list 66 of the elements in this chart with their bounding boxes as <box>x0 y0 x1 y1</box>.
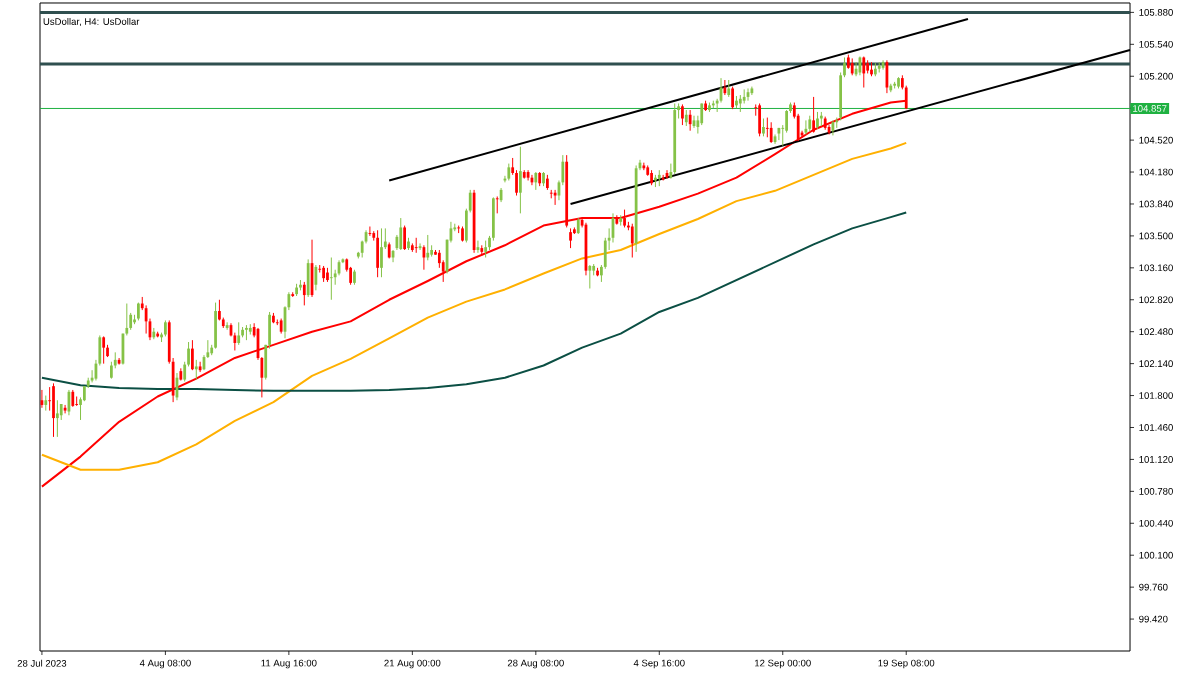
candlestick <box>125 303 129 336</box>
x-tick-label: 12 Sep 00:00 <box>755 659 811 669</box>
candlestick <box>630 223 634 258</box>
candlestick <box>843 56 846 78</box>
y-tick-label: 104.520 <box>1139 136 1173 144</box>
candlestick <box>862 56 866 89</box>
candlestick <box>723 79 727 96</box>
candlestick <box>688 109 692 132</box>
y-tick-label: 100.780 <box>1139 487 1173 495</box>
candlestick <box>681 103 684 126</box>
candlestick <box>468 189 472 213</box>
candlestick <box>426 234 430 261</box>
candlestick <box>765 117 769 138</box>
y-tick-label: 101.800 <box>1139 392 1173 399</box>
candlestick <box>661 174 665 181</box>
candlestick <box>414 237 418 254</box>
y-tick-label: 103.840 <box>1139 200 1173 208</box>
candlestick <box>194 359 198 381</box>
y-tick-label: 103.500 <box>1139 232 1173 240</box>
y-tick-label: 104.180 <box>1139 168 1173 176</box>
candlestick <box>769 121 773 144</box>
ref-line-label: 104.857 <box>1133 105 1167 112</box>
candlestick <box>237 321 241 346</box>
candlestick <box>731 86 734 110</box>
x-tick-label: 28 Jul 2023 <box>17 659 67 667</box>
y-tick-label: 102.140 <box>1139 360 1173 367</box>
candlestick <box>380 227 383 278</box>
candlestick <box>329 257 333 301</box>
y-tick-label: 105.880 <box>1139 9 1173 16</box>
x-tick-label: 4 Sep 16:00 <box>633 659 685 669</box>
candlestick <box>399 217 403 251</box>
candlestick <box>183 361 187 382</box>
candlestick <box>225 321 229 331</box>
y-tick-label: 100.440 <box>1139 519 1173 527</box>
x-tick-label: 21 Aug 00:00 <box>384 659 441 669</box>
y-tick-label: 99.760 <box>1139 583 1168 591</box>
candlestick <box>515 169 518 197</box>
candlestick <box>569 227 572 249</box>
candlestick <box>302 281 306 306</box>
y-tick-label: 99.420 <box>1139 615 1168 623</box>
x-tick-label: 4 Aug 08:00 <box>139 659 191 669</box>
candlestick <box>218 299 221 321</box>
candlestick <box>314 264 318 291</box>
candlestick <box>191 339 194 371</box>
candlestick <box>75 395 79 407</box>
y-tick-label: 101.120 <box>1139 456 1173 463</box>
candlestick <box>187 341 190 367</box>
y-tick-label: 103.160 <box>1139 264 1173 272</box>
text: UsDollar, H4: UsDollar <box>43 17 140 27</box>
y-tick-label: 105.200 <box>1139 72 1173 80</box>
y-tick-label: 102.480 <box>1139 328 1173 336</box>
x-tick-label: 28 Aug 08:00 <box>507 659 564 669</box>
candlestick <box>495 195 499 214</box>
y-tick-label: 100.100 <box>1139 551 1173 559</box>
x-tick-label: 19 Sep 08:00 <box>878 659 935 669</box>
y-tick-label: 102.820 <box>1139 296 1173 304</box>
x-tick-label: 11 Aug 16:00 <box>261 659 317 669</box>
line-series <box>40 141 908 471</box>
candlestick <box>55 399 59 438</box>
candlestick <box>785 109 788 134</box>
candlestick <box>588 264 592 289</box>
y-tick-label: 101.460 <box>1139 424 1173 431</box>
candlestick <box>518 146 522 214</box>
y-tick-label: 105.540 <box>1139 40 1173 48</box>
candlestick <box>383 227 387 250</box>
candlestick <box>198 361 202 373</box>
